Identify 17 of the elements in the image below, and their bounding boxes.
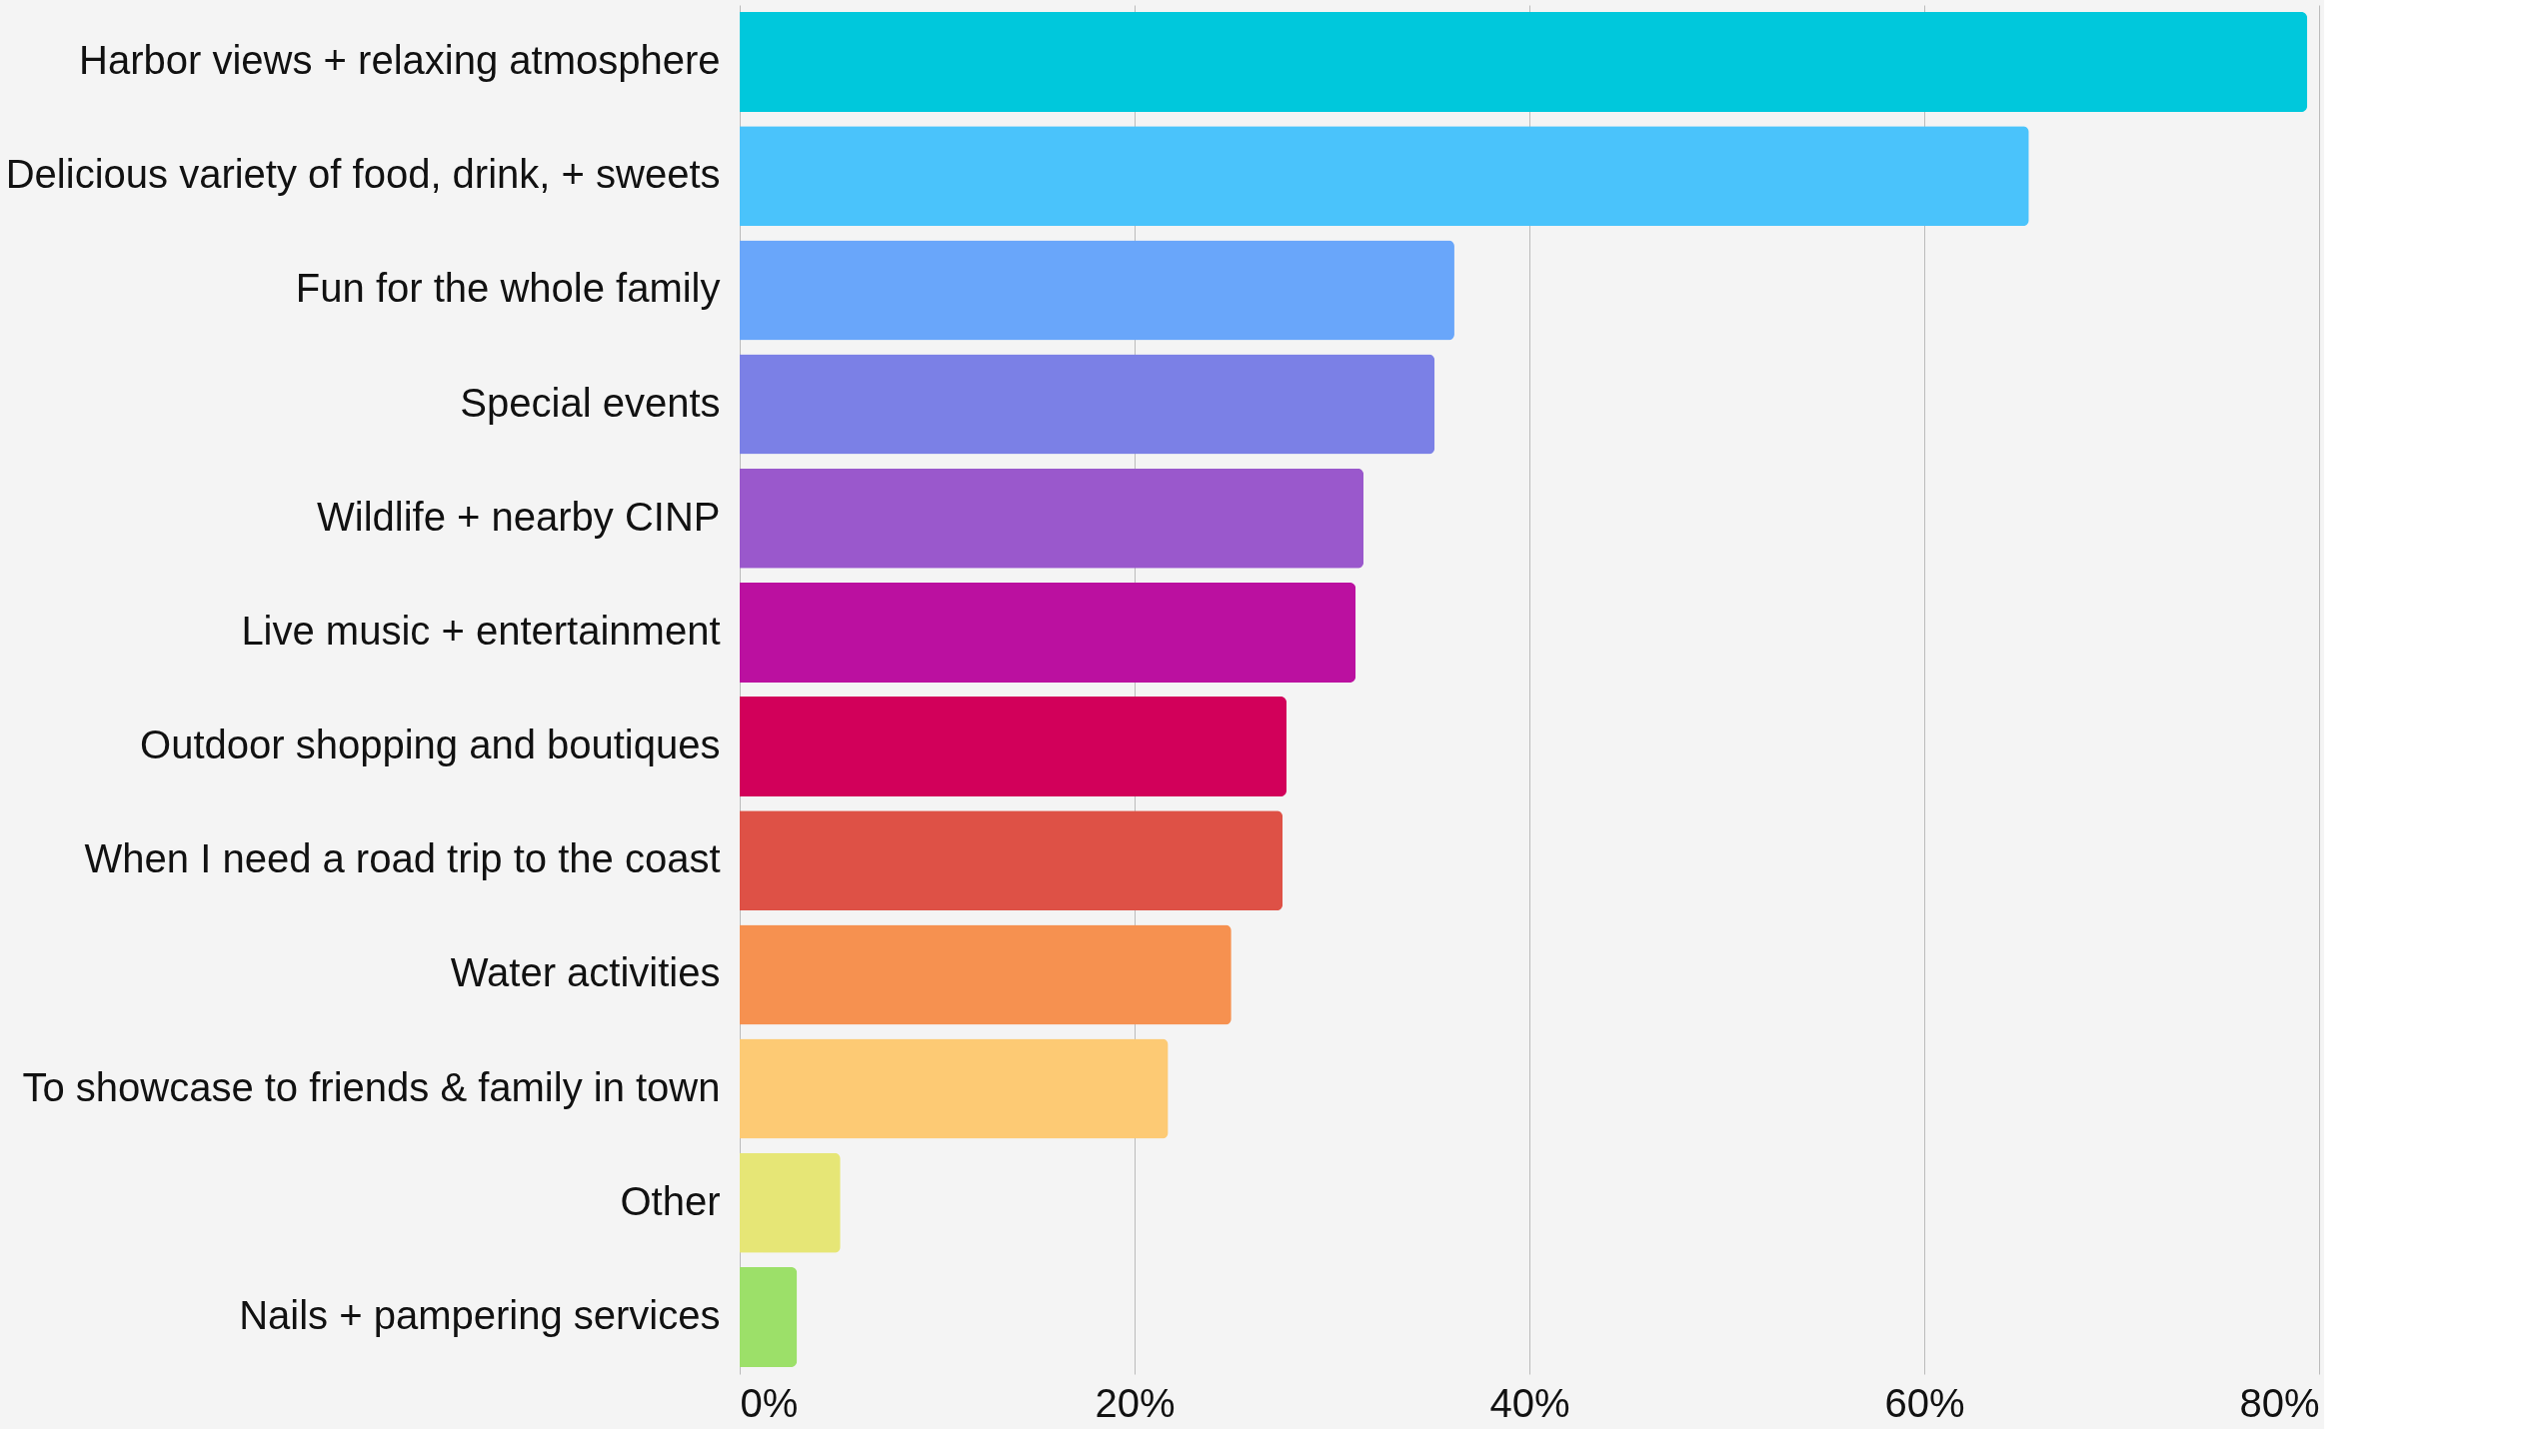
y-tick-label: Fun for the whole family: [295, 266, 721, 311]
y-tick-label: Live music + entertainment: [241, 608, 721, 653]
y-tick-label: Special events: [460, 380, 721, 425]
y-tick-label: Outdoor shopping and boutiques: [140, 723, 721, 767]
y-tick-label: Other: [620, 1178, 721, 1223]
x-tick-label: 20%: [1095, 1380, 1176, 1425]
y-tick-label: Nails + pampering services: [239, 1292, 721, 1337]
y-tick-label: Delicious variety of food, drink, + sweets: [5, 152, 721, 197]
y-tick-label: When I need a road trip to the coast: [84, 836, 721, 881]
x-tick-label: 60%: [1884, 1380, 1965, 1425]
y-tick-label: Harbor views + relaxing atmosphere: [79, 38, 721, 83]
x-tick-label: 0%: [740, 1380, 799, 1425]
y-tick-label: Water activities: [450, 950, 721, 995]
y-tick-label: To showcase to friends & family in town: [22, 1064, 721, 1109]
x-tick-label: 80%: [2239, 1380, 2320, 1425]
y-tick-label: Wildlife + nearby CINP: [317, 494, 721, 539]
x-tick-label: 40%: [1489, 1380, 1570, 1425]
